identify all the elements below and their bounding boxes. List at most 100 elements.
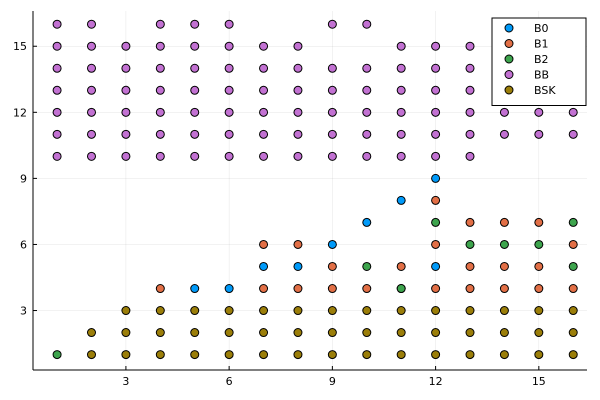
y-tick-label: 15 [13, 40, 27, 53]
data-point [224, 63, 234, 73]
data-point [568, 261, 578, 271]
data-point [293, 261, 303, 271]
data-point [155, 85, 165, 95]
data-point [568, 284, 578, 294]
data-point [568, 129, 578, 139]
data-point [155, 284, 165, 294]
data-point [431, 195, 441, 205]
data-point [224, 129, 234, 139]
data-point [52, 63, 62, 73]
data-point [327, 350, 337, 360]
data-point [327, 261, 337, 271]
legend-label: BSK [534, 84, 556, 97]
data-point [465, 261, 475, 271]
data-point [293, 350, 303, 360]
data-point [499, 239, 509, 249]
data-point [155, 151, 165, 161]
data-point [362, 19, 372, 29]
data-point [499, 129, 509, 139]
data-point [499, 107, 509, 117]
data-point [224, 107, 234, 117]
data-point [396, 195, 406, 205]
data-point [431, 328, 441, 338]
data-point [259, 328, 269, 338]
legend: B0 B1 B2 BB BSK [491, 17, 587, 106]
data-point [121, 85, 131, 95]
data-point [121, 41, 131, 51]
data-point [499, 217, 509, 227]
data-point [190, 19, 200, 29]
data-point [499, 328, 509, 338]
data-point [362, 107, 372, 117]
data-point [259, 41, 269, 51]
data-point [327, 129, 337, 139]
data-point [52, 129, 62, 139]
data-point [327, 306, 337, 316]
y-tick-label: 6 [20, 238, 27, 251]
data-point [568, 217, 578, 227]
data-point [327, 239, 337, 249]
data-point [396, 151, 406, 161]
data-point [52, 151, 62, 161]
data-point [327, 107, 337, 117]
data-point [396, 306, 406, 316]
data-point [396, 129, 406, 139]
data-point [224, 151, 234, 161]
legend-label: B1 [534, 38, 549, 51]
data-point [431, 261, 441, 271]
data-point [293, 63, 303, 73]
data-point [190, 41, 200, 51]
data-point [362, 63, 372, 73]
data-point [155, 107, 165, 117]
data-point [155, 19, 165, 29]
data-point [396, 328, 406, 338]
data-point [86, 350, 96, 360]
data-point [568, 239, 578, 249]
data-point [431, 350, 441, 360]
data-point [190, 63, 200, 73]
data-point [431, 63, 441, 73]
data-point [465, 151, 475, 161]
data-point [224, 19, 234, 29]
x-tick-label: 9 [329, 375, 336, 388]
data-point [568, 350, 578, 360]
data-point [155, 350, 165, 360]
data-point [534, 284, 544, 294]
data-point [362, 217, 372, 227]
data-point [431, 129, 441, 139]
legend-marker [504, 23, 514, 33]
data-point [86, 85, 96, 95]
data-point [86, 19, 96, 29]
x-tick-label: 15 [532, 375, 546, 388]
data-point [534, 107, 544, 117]
data-point [121, 350, 131, 360]
y-tick-label: 12 [13, 106, 27, 119]
legend-marker [504, 39, 514, 48]
data-point [190, 284, 200, 294]
data-point [465, 217, 475, 227]
data-point [568, 306, 578, 316]
series-b2 [52, 217, 578, 360]
data-point [52, 41, 62, 51]
data-point [224, 284, 234, 294]
data-point [190, 85, 200, 95]
data-point [362, 151, 372, 161]
legend-marker [504, 85, 514, 95]
data-point [431, 284, 441, 294]
data-point [259, 306, 269, 316]
data-point [259, 107, 269, 117]
data-point [293, 85, 303, 95]
legend-label: B0 [534, 22, 549, 35]
data-point [224, 85, 234, 95]
data-point [465, 306, 475, 316]
data-point [362, 350, 372, 360]
data-point [293, 284, 303, 294]
data-point [465, 85, 475, 95]
data-point [396, 284, 406, 294]
data-point [121, 129, 131, 139]
data-point [396, 41, 406, 51]
data-point [534, 261, 544, 271]
data-point [499, 306, 509, 316]
data-point [431, 217, 441, 227]
